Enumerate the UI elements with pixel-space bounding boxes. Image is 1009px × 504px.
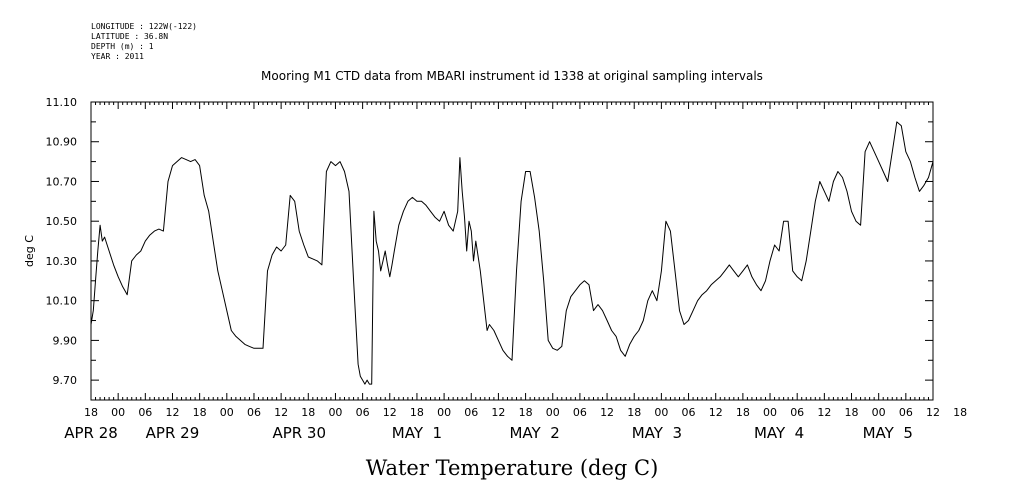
x-hour-label: 12 bbox=[491, 406, 505, 419]
metadata-depth: DEPTH (m) : 1 bbox=[91, 42, 154, 51]
x-date-label: MAY 1 bbox=[392, 424, 442, 442]
x-hour-label: 18 bbox=[84, 406, 98, 419]
x-hour-label: 12 bbox=[383, 406, 397, 419]
x-hour-label: 12 bbox=[165, 406, 179, 419]
x-hour-label: 06 bbox=[899, 406, 913, 419]
x-hour-label: 18 bbox=[845, 406, 859, 419]
x-hour-label: 18 bbox=[953, 406, 967, 419]
x-date-label: MAY 4 bbox=[754, 424, 804, 442]
x-hour-label: 18 bbox=[627, 406, 641, 419]
x-hour-label: 12 bbox=[709, 406, 723, 419]
x-hour-label: 00 bbox=[437, 406, 451, 419]
y-tick-label: 9.90 bbox=[53, 334, 78, 347]
x-date-label: APR 29 bbox=[146, 424, 200, 442]
x-hour-label: 00 bbox=[763, 406, 777, 419]
x-hour-label: 12 bbox=[817, 406, 831, 419]
y-tick-label: 9.70 bbox=[53, 374, 78, 387]
x-hour-label: 18 bbox=[301, 406, 315, 419]
x-hour-label: 06 bbox=[356, 406, 370, 419]
x-hour-label: 06 bbox=[138, 406, 152, 419]
x-date-label: MAY 5 bbox=[863, 424, 913, 442]
series-line bbox=[90, 121, 934, 385]
x-hour-label: 06 bbox=[790, 406, 804, 419]
x-axis: 18 00 06 12 18 00 06 12 18 00 06 12 18 00 06 12 18 00 06 12… bbox=[64, 102, 967, 442]
x-date-label: MAY 2 bbox=[509, 424, 559, 442]
metadata-year: YEAR : 2011 bbox=[91, 52, 144, 61]
x-hour-label: 00 bbox=[328, 406, 342, 419]
x-hour-label: 12 bbox=[926, 406, 940, 419]
x-hour-label: 00 bbox=[872, 406, 886, 419]
x-hour-label: 06 bbox=[682, 406, 696, 419]
x-hour-label: 18 bbox=[410, 406, 424, 419]
x-hour-label: 12 bbox=[600, 406, 614, 419]
y-tick-label: 10.30 bbox=[46, 255, 78, 268]
x-date-label: APR 28 bbox=[64, 424, 118, 442]
x-axis-label: Water Temperature (deg C) bbox=[366, 456, 659, 480]
chart-title: Mooring M1 CTD data from MBARI instrumen… bbox=[261, 69, 763, 83]
x-date-label: APR 30 bbox=[272, 424, 326, 442]
x-hour-label: 18 bbox=[193, 406, 207, 419]
x-hour-label: 06 bbox=[247, 406, 261, 419]
series-layer bbox=[90, 121, 934, 385]
y-tick-label: 10.10 bbox=[46, 295, 78, 308]
x-hour-label: 12 bbox=[274, 406, 288, 419]
x-hour-label: 18 bbox=[736, 406, 750, 419]
metadata-latitude: LATITUDE : 36.8N bbox=[91, 32, 169, 41]
metadata-longitude: LONGITUDE : 122W(-122) bbox=[91, 22, 197, 31]
x-date-label: MAY 3 bbox=[632, 424, 682, 442]
x-hour-label: 00 bbox=[220, 406, 234, 419]
x-hour-label: 06 bbox=[464, 406, 478, 419]
y-tick-label: 10.50 bbox=[46, 215, 78, 228]
y-tick-label: 10.70 bbox=[46, 175, 78, 188]
x-hour-label: 00 bbox=[111, 406, 125, 419]
x-hour-label: 00 bbox=[546, 406, 560, 419]
metadata-block: LONGITUDE : 122W(-122) LATITUDE : 36.8N … bbox=[91, 22, 197, 62]
y-tick-label: 10.90 bbox=[46, 136, 78, 149]
x-hour-label: 18 bbox=[519, 406, 533, 419]
x-hour-label: 00 bbox=[654, 406, 668, 419]
x-hour-label: 06 bbox=[573, 406, 587, 419]
y-tick-label: 11.10 bbox=[46, 96, 78, 109]
y-axis: 9.70 9.90 10.10 10.30 10.50 10.70 10.90 11.10 bbox=[46, 96, 933, 401]
y-axis-label: deg C bbox=[23, 235, 36, 267]
